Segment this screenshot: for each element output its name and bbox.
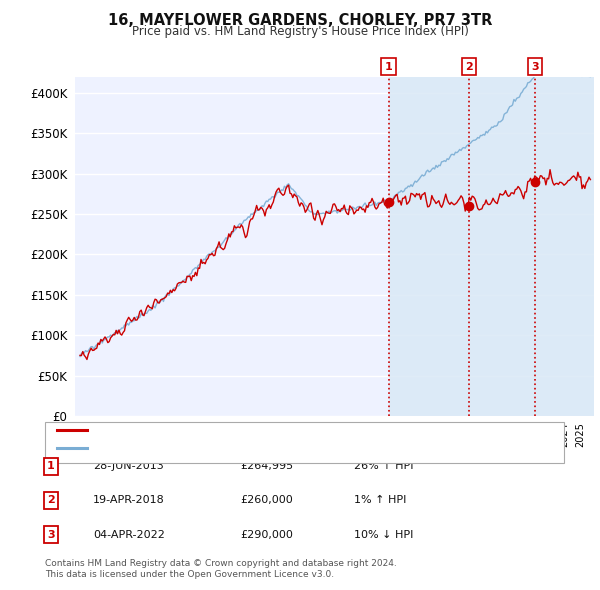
Text: £260,000: £260,000: [240, 496, 293, 505]
Text: 3: 3: [531, 61, 539, 71]
Bar: [469, 77, 598, 416]
Text: 16, MAYFLOWER GARDENS, CHORLEY, PR7 3TR (detached house): 16, MAYFLOWER GARDENS, CHORLEY, PR7 3TR …: [91, 425, 431, 434]
Text: HPI: Average price, detached house, Chorley: HPI: Average price, detached house, Chor…: [91, 444, 325, 453]
Text: This data is licensed under the Open Government Licence v3.0.: This data is licensed under the Open Gov…: [45, 571, 334, 579]
Text: 3: 3: [47, 530, 55, 539]
Text: 04-APR-2022: 04-APR-2022: [93, 530, 165, 539]
Text: Price paid vs. HM Land Registry's House Price Index (HPI): Price paid vs. HM Land Registry's House …: [131, 25, 469, 38]
Text: 26% ↑ HPI: 26% ↑ HPI: [354, 461, 413, 471]
Text: 1: 1: [47, 461, 55, 471]
Text: 16, MAYFLOWER GARDENS, CHORLEY, PR7 3TR: 16, MAYFLOWER GARDENS, CHORLEY, PR7 3TR: [108, 13, 492, 28]
Text: 2: 2: [465, 61, 473, 71]
Text: £264,995: £264,995: [240, 461, 293, 471]
Bar: [389, 77, 469, 416]
Text: 1: 1: [385, 61, 392, 71]
Text: Contains HM Land Registry data © Crown copyright and database right 2024.: Contains HM Land Registry data © Crown c…: [45, 559, 397, 568]
Text: 10% ↓ HPI: 10% ↓ HPI: [354, 530, 413, 539]
Text: 28-JUN-2013: 28-JUN-2013: [93, 461, 164, 471]
Text: 19-APR-2018: 19-APR-2018: [93, 496, 165, 505]
Text: 1% ↑ HPI: 1% ↑ HPI: [354, 496, 406, 505]
Text: 2: 2: [47, 496, 55, 505]
Text: £290,000: £290,000: [240, 530, 293, 539]
